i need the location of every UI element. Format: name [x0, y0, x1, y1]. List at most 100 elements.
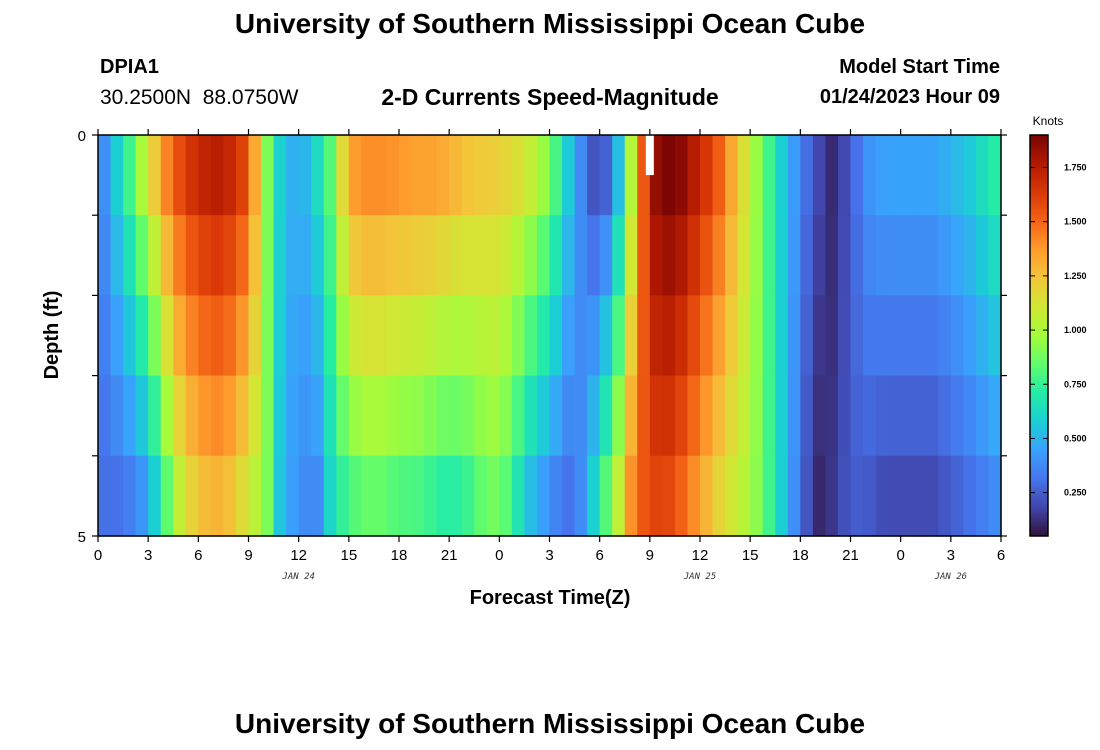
heatmap-cell — [649, 455, 663, 537]
heatmap-cell — [725, 215, 739, 296]
heatmap-cell — [110, 135, 124, 216]
heatmap-cell — [311, 135, 325, 216]
heatmap-cell — [173, 215, 187, 296]
heatmap-cell — [737, 135, 751, 216]
heatmap-cell — [348, 295, 362, 377]
heatmap-cell — [624, 455, 638, 537]
x-tick-label: 0 — [896, 547, 904, 564]
heatmap-cell — [800, 375, 814, 457]
heatmap-cell — [411, 375, 425, 457]
heatmap-cell — [662, 455, 676, 537]
heatmap-cell — [148, 215, 162, 296]
heatmap-cell — [674, 455, 689, 537]
heatmap-cell — [373, 135, 388, 216]
date-label: JAN 24 — [281, 572, 315, 582]
heatmap-cell — [800, 135, 814, 216]
heatmap-cell — [536, 295, 551, 377]
heatmap-cell — [787, 455, 801, 537]
heatmap-cell — [449, 375, 463, 457]
heatmap-cell — [825, 375, 839, 457]
station-id: DPIA1 — [100, 56, 159, 78]
heatmap-cell — [373, 295, 388, 377]
heatmap-cell — [963, 135, 977, 216]
model-start-label: Model Start Time — [839, 56, 1000, 78]
heatmap-cell — [123, 295, 137, 377]
heatmap-cell — [210, 295, 225, 377]
heatmap-cell — [386, 375, 400, 457]
heatmap-cell — [248, 375, 262, 457]
heatmap-cell — [461, 375, 475, 457]
heatmap-cell — [687, 375, 701, 457]
x-tick-label: 0 — [495, 547, 503, 564]
heatmap-cell — [123, 215, 137, 296]
heatmap-cell — [562, 375, 576, 457]
heatmap-cell — [185, 295, 199, 377]
colorbar-tick-label: 1.250 — [1064, 271, 1087, 281]
heatmap-cell — [725, 135, 739, 216]
heatmap-cell — [536, 215, 551, 296]
heatmap-cell — [235, 375, 250, 457]
heatmap-cell — [373, 375, 388, 457]
heatmap-cell — [574, 455, 588, 537]
heatmap-cell — [160, 375, 174, 457]
heatmap-cell — [511, 135, 526, 216]
heatmap-cell — [988, 135, 1002, 216]
no-data-marker-layer — [645, 135, 654, 176]
x-tick-label: 15 — [340, 547, 357, 564]
heatmap-cell — [248, 215, 262, 296]
heatmap-cell — [486, 135, 500, 216]
heatmap-cell — [574, 135, 588, 216]
heatmap-cell — [787, 135, 801, 216]
heatmap-cell — [950, 295, 964, 377]
heatmap-cell — [913, 215, 927, 296]
heatmap-cell — [273, 295, 287, 377]
heatmap-cell — [637, 215, 651, 296]
heatmap-cell — [913, 295, 927, 377]
heatmap-cell — [599, 375, 613, 457]
colorbar-tick-label: 1.500 — [1064, 217, 1087, 227]
heatmap-cell — [524, 455, 538, 537]
heatmap-cell — [612, 375, 626, 457]
heatmap-cell — [273, 375, 287, 457]
heatmap-cell — [950, 135, 964, 216]
heatmap-cell — [323, 375, 337, 457]
heatmap-cell — [787, 215, 801, 296]
heatmap-cell — [261, 135, 275, 216]
colorbar — [1029, 134, 1049, 537]
heatmap-cell — [624, 295, 638, 377]
heatmap-cell — [888, 375, 902, 457]
heatmap-cell — [223, 215, 237, 296]
heatmap-cell — [800, 215, 814, 296]
heatmap-cell — [787, 295, 801, 377]
heatmap-cell — [687, 215, 701, 296]
heatmap-cell — [662, 375, 676, 457]
heatmap-cell — [825, 135, 839, 216]
heatmap-cell — [536, 455, 551, 537]
heatmap-cell — [336, 215, 350, 296]
heatmap-cell — [988, 455, 1002, 537]
heatmap-cell — [649, 375, 663, 457]
heatmap-cell — [700, 455, 714, 537]
heatmap-cell — [624, 215, 638, 296]
heatmap-cell — [612, 295, 626, 377]
heatmap-cell — [837, 455, 852, 537]
heatmap-cell — [587, 375, 601, 457]
heatmap-cell — [185, 455, 199, 537]
heatmap-cell — [925, 215, 939, 296]
heatmap-cell — [875, 375, 889, 457]
heatmap-cell — [950, 375, 964, 457]
heatmap-cell — [286, 375, 300, 457]
heatmap-cell — [925, 135, 939, 216]
heatmap-cell — [198, 135, 212, 216]
heatmap-cell — [574, 375, 588, 457]
heatmap-cell — [837, 215, 852, 296]
heatmap-cell — [687, 295, 701, 377]
heatmap-cell — [286, 135, 300, 216]
heatmap-cell — [737, 455, 751, 537]
heatmap-cell — [587, 295, 601, 377]
heatmap-cell — [273, 455, 287, 537]
heatmap-cell — [286, 215, 300, 296]
heatmap-cell — [775, 455, 789, 537]
heatmap-cell — [348, 455, 362, 537]
